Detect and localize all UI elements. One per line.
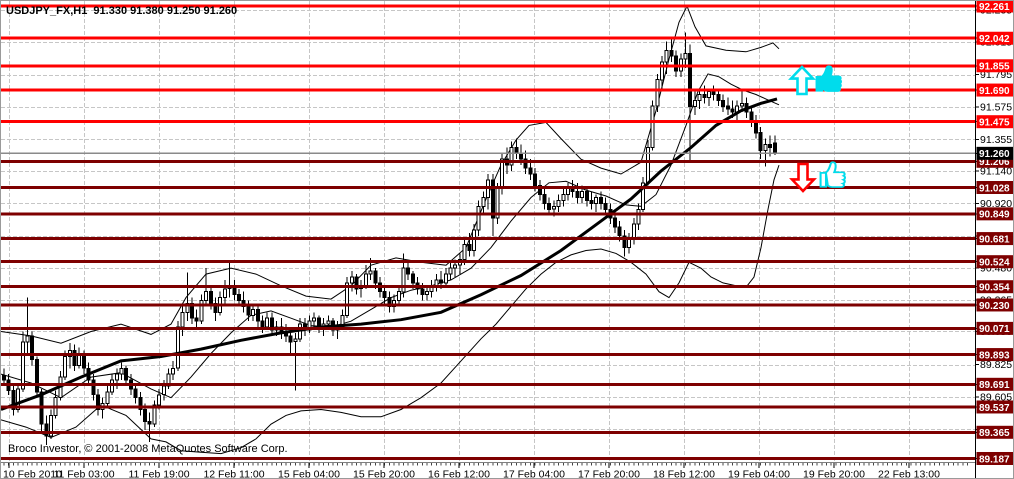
time-tick-label: 17 Feb 04:00 — [503, 469, 565, 479]
support-price-tag — [976, 425, 1013, 439]
time-tick-label: 10 Feb 2010 — [3, 469, 62, 479]
time-tick-label: 19 Feb 20:00 — [803, 469, 865, 479]
support-price-tag — [976, 232, 1013, 246]
support-price-tag — [976, 377, 1013, 391]
time-tick-label: 11 Feb 03:00 — [53, 469, 114, 479]
buy-thumb-up-icon[interactable] — [815, 65, 842, 92]
support-price-tag-label: 91.206 — [979, 157, 1010, 168]
support-price-tag-label: 89.893 — [979, 350, 1010, 361]
support-price-tag — [976, 321, 1013, 335]
sell-thumb-up-icon[interactable] — [819, 161, 846, 188]
time-tick-label: 11 Feb 19:00 — [128, 469, 189, 479]
support-price-tag — [976, 280, 1013, 294]
support-price-tag-label: 90.524 — [979, 257, 1010, 268]
support-price-tag-label: 90.071 — [979, 324, 1010, 335]
support-price-tag — [976, 348, 1013, 362]
time-tick-label: 12 Feb 11:00 — [203, 469, 264, 479]
support-price-tag-label: 91.028 — [979, 183, 1010, 194]
price-tick-label: 91.355 — [980, 134, 1012, 146]
price-tick-label: 90.920 — [980, 198, 1012, 210]
price-tick-label: 91.140 — [980, 166, 1012, 178]
support-price-tag — [976, 400, 1013, 414]
level-lines[interactable] — [1, 4, 975, 460]
buy-arrow-up-icon[interactable] — [788, 65, 816, 96]
time-tick-label: 22 Feb 13:00 — [878, 469, 940, 479]
support-price-tag-label: 90.849 — [979, 210, 1010, 221]
signal-annotations[interactable] — [788, 65, 846, 193]
support-price-tag-label: 90.681 — [979, 234, 1010, 245]
current-price-tag — [976, 146, 1013, 160]
support-price-tag-label: 90.230 — [979, 301, 1010, 312]
current-price-tag-label: 91.260 — [979, 149, 1010, 160]
time-tick-label: 19 Feb 04:00 — [728, 469, 790, 479]
time-tick-label: 17 Feb 20:00 — [578, 469, 640, 479]
time-tick-label: 18 Feb 12:00 — [653, 469, 715, 479]
support-price-tag-label: 89.691 — [979, 380, 1010, 391]
support-price-tag-label: 89.537 — [979, 403, 1010, 414]
resistance-price-tag-label: 91.855 — [979, 62, 1010, 73]
price-tick-label: 89.605 — [980, 391, 1012, 403]
support-price-tag — [976, 298, 1013, 312]
support-price-tag-label: 89.187 — [979, 454, 1010, 465]
resistance-price-tag — [976, 59, 1013, 73]
resistance-price-tag-label: 92.261 — [979, 2, 1010, 13]
time-tick-label: 15 Feb 04:00 — [278, 469, 340, 479]
price-tick-label: 91.575 — [980, 101, 1012, 113]
sell-arrow-down-icon[interactable] — [789, 162, 817, 193]
resistance-price-tag — [976, 83, 1013, 97]
resistance-price-tag-label: 91.690 — [979, 86, 1010, 97]
support-price-tag-label: 89.365 — [979, 428, 1010, 439]
price-tick-label: 89.825 — [980, 359, 1012, 371]
resistance-price-tag-label: 92.042 — [979, 34, 1010, 45]
resistance-price-tag-label: 91.475 — [979, 117, 1010, 128]
time-tick-label: 16 Feb 12:00 — [428, 469, 490, 479]
support-price-tag-label: 90.354 — [979, 283, 1010, 294]
time-tick-label: 15 Feb 20:00 — [353, 469, 415, 479]
resistance-price-tag — [976, 1, 1013, 13]
price-axis[interactable]: 92.23592.01591.79591.57591.35591.14090.9… — [975, 1, 1014, 479]
resistance-price-tag — [976, 31, 1013, 45]
support-price-tag — [976, 451, 1013, 465]
bb-lower — [1, 164, 780, 455]
support-price-tag — [976, 207, 1013, 221]
ma-thick-line — [1, 97, 778, 411]
resistance-price-tag — [976, 115, 1013, 129]
grid — [1, 1, 975, 462]
support-price-tag — [976, 255, 1013, 269]
support-price-tag — [976, 180, 1013, 194]
